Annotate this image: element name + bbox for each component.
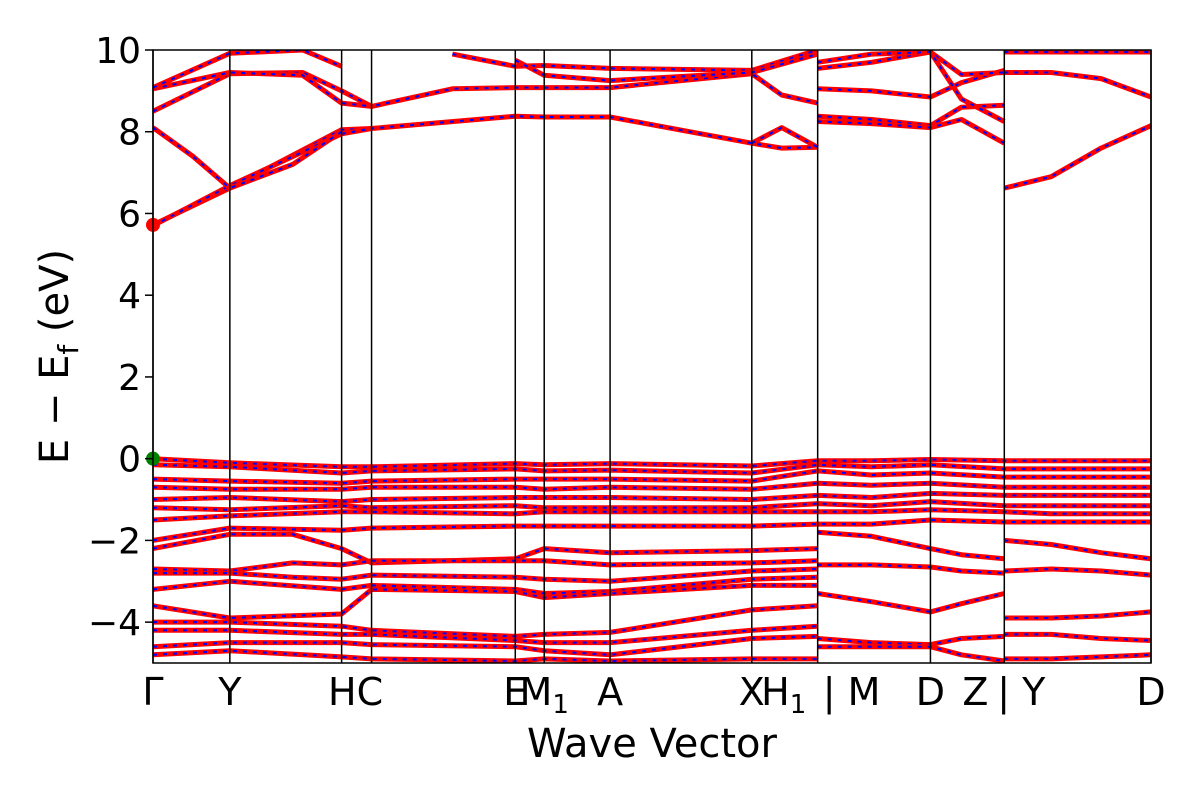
band-line-overlay xyxy=(1004,610,1151,619)
band-line-overlay xyxy=(153,457,1151,468)
x-tick-label: | M xyxy=(823,670,881,715)
band-line-overlay xyxy=(1004,567,1151,577)
y-axis-title-main: E − E xyxy=(32,355,78,465)
band-line xyxy=(153,566,818,584)
band-line xyxy=(153,113,818,228)
x-tick-label: Z xyxy=(962,670,988,714)
band-line xyxy=(153,490,1151,505)
band-line xyxy=(153,507,1151,523)
band-line xyxy=(817,50,1005,77)
y-axis-title-unit: (eV) xyxy=(32,249,78,345)
y-tick-label: 0 xyxy=(118,440,141,481)
band-line-overlay xyxy=(153,127,372,227)
band-line-overlay xyxy=(817,592,1005,613)
band-line-overlay xyxy=(1004,124,1151,190)
band-line-overlay xyxy=(153,492,1151,503)
band-line xyxy=(817,50,1006,124)
band-line xyxy=(153,648,818,663)
x-tick-label: M1 xyxy=(520,670,569,720)
y-axis-ticks: −4 −2 0 2 4 6 8 10 xyxy=(88,31,153,644)
y-tick-label: −4 xyxy=(88,603,141,644)
x-tick-label: H1 xyxy=(761,670,806,720)
band-line-overlay xyxy=(153,500,1151,511)
x-tick-label: Γ xyxy=(142,670,163,714)
band-line-overlay xyxy=(514,53,818,82)
band-line-overlay xyxy=(817,531,1005,560)
y-axis-title: E − Ef (eV) xyxy=(32,249,85,464)
band-line xyxy=(153,558,818,574)
band-line-overlay xyxy=(153,482,1151,491)
x-tick-label: E xyxy=(503,670,527,714)
y-tick-label: 6 xyxy=(118,194,141,235)
y-tick-label: −2 xyxy=(88,521,141,562)
band-line xyxy=(817,529,1005,562)
band-line xyxy=(817,644,1005,663)
band-line-overlay xyxy=(751,126,819,149)
band-line-overlay xyxy=(153,50,342,89)
band-line-overlay xyxy=(153,559,818,573)
band-line xyxy=(153,70,819,114)
band-line-overlay xyxy=(1004,633,1151,642)
band-line-overlay xyxy=(153,518,1151,542)
band-line xyxy=(1003,123,1151,191)
band-lines xyxy=(153,50,1151,663)
x-tick-label: D xyxy=(1136,670,1165,714)
band-line-overlay xyxy=(1004,71,1151,98)
band-line xyxy=(153,499,1151,513)
x-tick-label: HC xyxy=(328,670,383,714)
y-tick-label: 8 xyxy=(118,113,141,154)
x-tick-label: | Y xyxy=(997,670,1046,715)
band-line-overlay xyxy=(1004,539,1151,560)
band-line-overlay xyxy=(1004,653,1151,660)
band-line xyxy=(153,456,1151,470)
y-tick-label: 2 xyxy=(118,358,141,399)
band-line-overlay xyxy=(153,508,1151,521)
band-line-overlay xyxy=(153,126,343,190)
y-tick-label: 10 xyxy=(95,31,141,72)
x-axis-title: Wave Vector xyxy=(527,721,778,767)
band-line-overlay xyxy=(153,463,1151,475)
x-tick-label: X xyxy=(739,670,765,714)
band-line-overlay xyxy=(153,469,1151,485)
plot-frame xyxy=(152,49,1152,664)
x-tick-label: D xyxy=(916,670,945,714)
y-axis-title-subscript: f xyxy=(52,344,85,355)
band-line-overlay xyxy=(817,50,1005,123)
band-line-overlay xyxy=(153,115,818,226)
y-tick-label: 4 xyxy=(118,276,141,317)
band-line xyxy=(153,125,343,191)
band-line-overlay xyxy=(153,71,372,108)
band-line-overlay xyxy=(153,568,818,583)
x-tick-label: A xyxy=(597,670,623,714)
band-line xyxy=(817,591,1005,615)
x-tick-label: Y xyxy=(217,670,242,714)
